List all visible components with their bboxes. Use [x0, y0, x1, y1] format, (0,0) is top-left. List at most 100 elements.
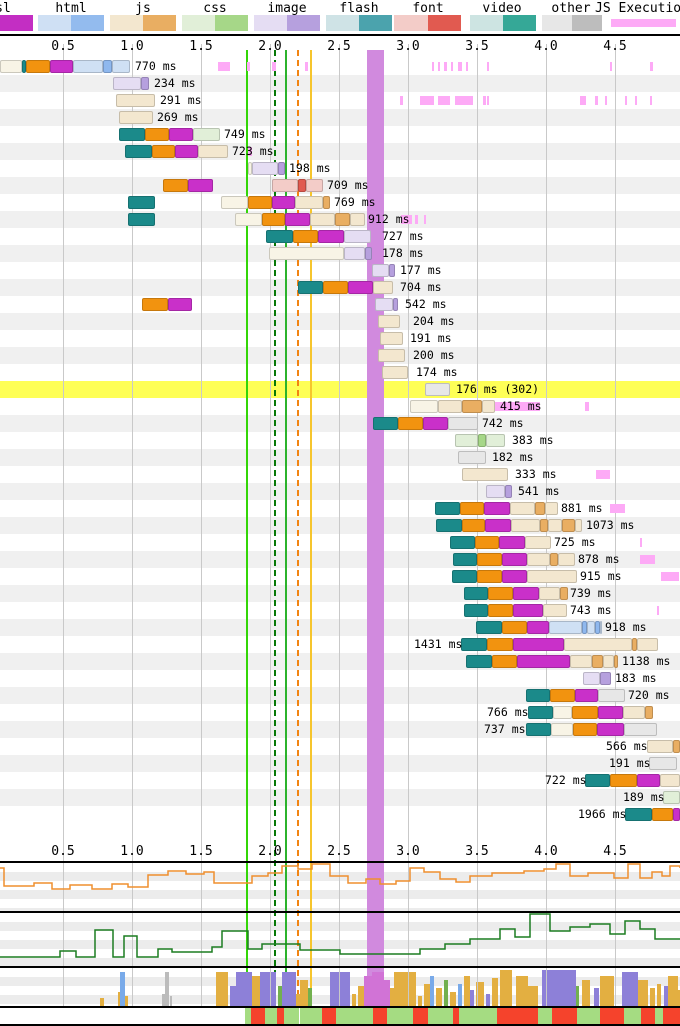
- request-bar-segment[interactable]: [436, 519, 462, 532]
- request-bar-segment[interactable]: [323, 196, 330, 209]
- request-bar-segment[interactable]: [513, 587, 539, 600]
- request-bar-segment[interactable]: [475, 536, 499, 549]
- request-bar-segment[interactable]: [119, 111, 153, 124]
- request-bar-segment[interactable]: [252, 162, 278, 175]
- request-bar-segment[interactable]: [425, 383, 450, 396]
- request-bar-segment[interactable]: [26, 60, 50, 73]
- request-bar-segment[interactable]: [527, 570, 577, 583]
- request-bar-segment[interactable]: [163, 179, 188, 192]
- waterfall-row[interactable]: [0, 755, 680, 772]
- request-bar-segment[interactable]: [600, 621, 602, 634]
- request-bar-segment[interactable]: [600, 672, 611, 685]
- request-bar-segment[interactable]: [455, 434, 478, 447]
- request-bar-segment[interactable]: [550, 553, 558, 566]
- request-bar-segment[interactable]: [502, 553, 527, 566]
- request-bar-segment[interactable]: [486, 434, 505, 447]
- request-bar-segment[interactable]: [637, 638, 658, 651]
- request-bar-segment[interactable]: [344, 247, 365, 260]
- request-bar-segment[interactable]: [652, 808, 673, 821]
- request-bar-segment[interactable]: [152, 145, 175, 158]
- request-bar-segment[interactable]: [632, 638, 637, 651]
- waterfall-row[interactable]: [0, 772, 680, 789]
- request-bar-segment[interactable]: [570, 655, 592, 668]
- request-bar-segment[interactable]: [262, 213, 285, 226]
- waterfall-row[interactable]: [0, 415, 680, 432]
- request-bar-segment[interactable]: [448, 417, 478, 430]
- request-bar-segment[interactable]: [528, 706, 553, 719]
- request-bar-segment[interactable]: [141, 77, 149, 90]
- request-bar-segment[interactable]: [285, 213, 310, 226]
- request-bar-segment[interactable]: [378, 349, 405, 362]
- request-bar-segment[interactable]: [545, 502, 558, 515]
- request-bar-segment[interactable]: [477, 553, 502, 566]
- request-bar-segment[interactable]: [423, 417, 448, 430]
- request-bar-segment[interactable]: [113, 77, 141, 90]
- request-bar-segment[interactable]: [624, 723, 657, 736]
- request-bar-segment[interactable]: [461, 638, 487, 651]
- request-bar-segment[interactable]: [502, 570, 527, 583]
- request-bar-segment[interactable]: [378, 315, 400, 328]
- waterfall-row[interactable]: [0, 466, 680, 483]
- request-bar-segment[interactable]: [266, 230, 293, 243]
- request-bar-segment[interactable]: [488, 587, 513, 600]
- request-bar-segment[interactable]: [551, 723, 573, 736]
- request-bar-segment[interactable]: [660, 774, 680, 787]
- request-bar-segment[interactable]: [318, 230, 344, 243]
- request-bar-segment[interactable]: [462, 519, 485, 532]
- waterfall-row[interactable]: [0, 704, 680, 721]
- waterfall-row[interactable]: [0, 398, 680, 415]
- request-bar-segment[interactable]: [298, 281, 323, 294]
- waterfall-row[interactable]: [0, 296, 680, 313]
- request-bar-segment[interactable]: [128, 196, 155, 209]
- request-bar-segment[interactable]: [610, 774, 637, 787]
- request-bar-segment[interactable]: [477, 570, 502, 583]
- request-bar-segment[interactable]: [452, 570, 477, 583]
- request-bar-segment[interactable]: [145, 128, 169, 141]
- waterfall-row[interactable]: [0, 670, 680, 687]
- request-bar-segment[interactable]: [119, 128, 145, 141]
- request-bar-segment[interactable]: [482, 400, 495, 413]
- request-bar-segment[interactable]: [517, 655, 570, 668]
- request-bar-segment[interactable]: [486, 485, 505, 498]
- request-bar-segment[interactable]: [572, 706, 598, 719]
- request-bar-segment[interactable]: [398, 417, 423, 430]
- request-bar-segment[interactable]: [464, 604, 488, 617]
- request-bar-segment[interactable]: [393, 298, 398, 311]
- request-bar-segment[interactable]: [663, 791, 680, 804]
- request-bar-segment[interactable]: [293, 230, 318, 243]
- request-bar-segment[interactable]: [235, 213, 262, 226]
- waterfall-row[interactable]: [0, 789, 680, 806]
- request-bar-segment[interactable]: [485, 519, 511, 532]
- waterfall-row[interactable]: [0, 364, 680, 381]
- request-bar-segment[interactable]: [526, 723, 551, 736]
- request-bar-segment[interactable]: [22, 60, 26, 73]
- request-bar-segment[interactable]: [587, 621, 595, 634]
- request-bar-segment[interactable]: [560, 587, 568, 600]
- request-bar-segment[interactable]: [505, 485, 512, 498]
- request-bar-segment[interactable]: [221, 196, 248, 209]
- waterfall-row[interactable]: [0, 806, 680, 823]
- request-bar-segment[interactable]: [410, 400, 438, 413]
- request-bar-segment[interactable]: [592, 655, 603, 668]
- request-bar-segment[interactable]: [598, 706, 623, 719]
- waterfall-row[interactable]: [0, 160, 680, 177]
- request-bar-segment[interactable]: [488, 604, 513, 617]
- request-bar-segment[interactable]: [450, 536, 475, 549]
- request-bar-segment[interactable]: [499, 536, 525, 549]
- request-bar-segment[interactable]: [511, 519, 540, 532]
- request-bar-segment[interactable]: [526, 689, 550, 702]
- request-bar-segment[interactable]: [464, 587, 488, 600]
- request-bar-segment[interactable]: [575, 689, 598, 702]
- request-bar-segment[interactable]: [558, 553, 575, 566]
- request-bar-segment[interactable]: [595, 621, 600, 634]
- waterfall-row[interactable]: [0, 109, 680, 126]
- request-bar-segment[interactable]: [582, 621, 587, 634]
- request-bar-segment[interactable]: [50, 60, 73, 73]
- request-bar-segment[interactable]: [389, 264, 395, 277]
- waterfall-row[interactable]: [0, 313, 680, 330]
- request-bar-segment[interactable]: [597, 723, 624, 736]
- request-bar-segment[interactable]: [492, 655, 517, 668]
- request-bar-segment[interactable]: [73, 60, 103, 73]
- request-bar-segment[interactable]: [573, 723, 597, 736]
- waterfall-row[interactable]: [0, 347, 680, 364]
